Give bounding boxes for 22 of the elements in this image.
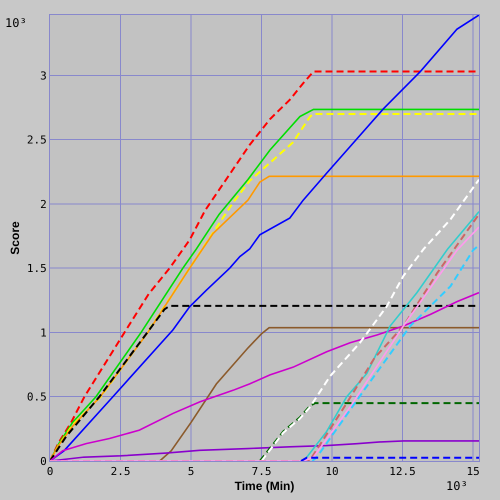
y-tick-label: 2.5 <box>26 134 47 147</box>
y-axis-title: Score <box>8 221 22 255</box>
x-tick-label: 10 <box>325 465 339 478</box>
line-series <box>258 402 479 461</box>
y-tick-label: 3 <box>40 69 47 82</box>
x-tick-label: 5 <box>188 465 194 478</box>
line-series <box>158 326 479 461</box>
x-tick-label: 12.5 <box>389 465 416 478</box>
y-tick-label: 2 <box>40 198 47 211</box>
x-axis-title: Time (Min) <box>234 479 294 494</box>
line-series <box>260 178 479 461</box>
x-tick-label: 2.5 <box>110 465 130 478</box>
line-series <box>311 244 479 461</box>
line-series <box>303 210 479 461</box>
x-tick-label: 7.5 <box>252 465 272 478</box>
y-tick-label: 1 <box>40 326 47 340</box>
y-tick-label: 0 <box>40 454 47 468</box>
x-tick-label: 15 <box>466 465 480 478</box>
text: 10³ <box>446 479 468 493</box>
y-tick-label: 1.5 <box>26 262 47 276</box>
y-tick-label: 0.5 <box>26 390 47 404</box>
text: 10³ <box>5 16 27 30</box>
